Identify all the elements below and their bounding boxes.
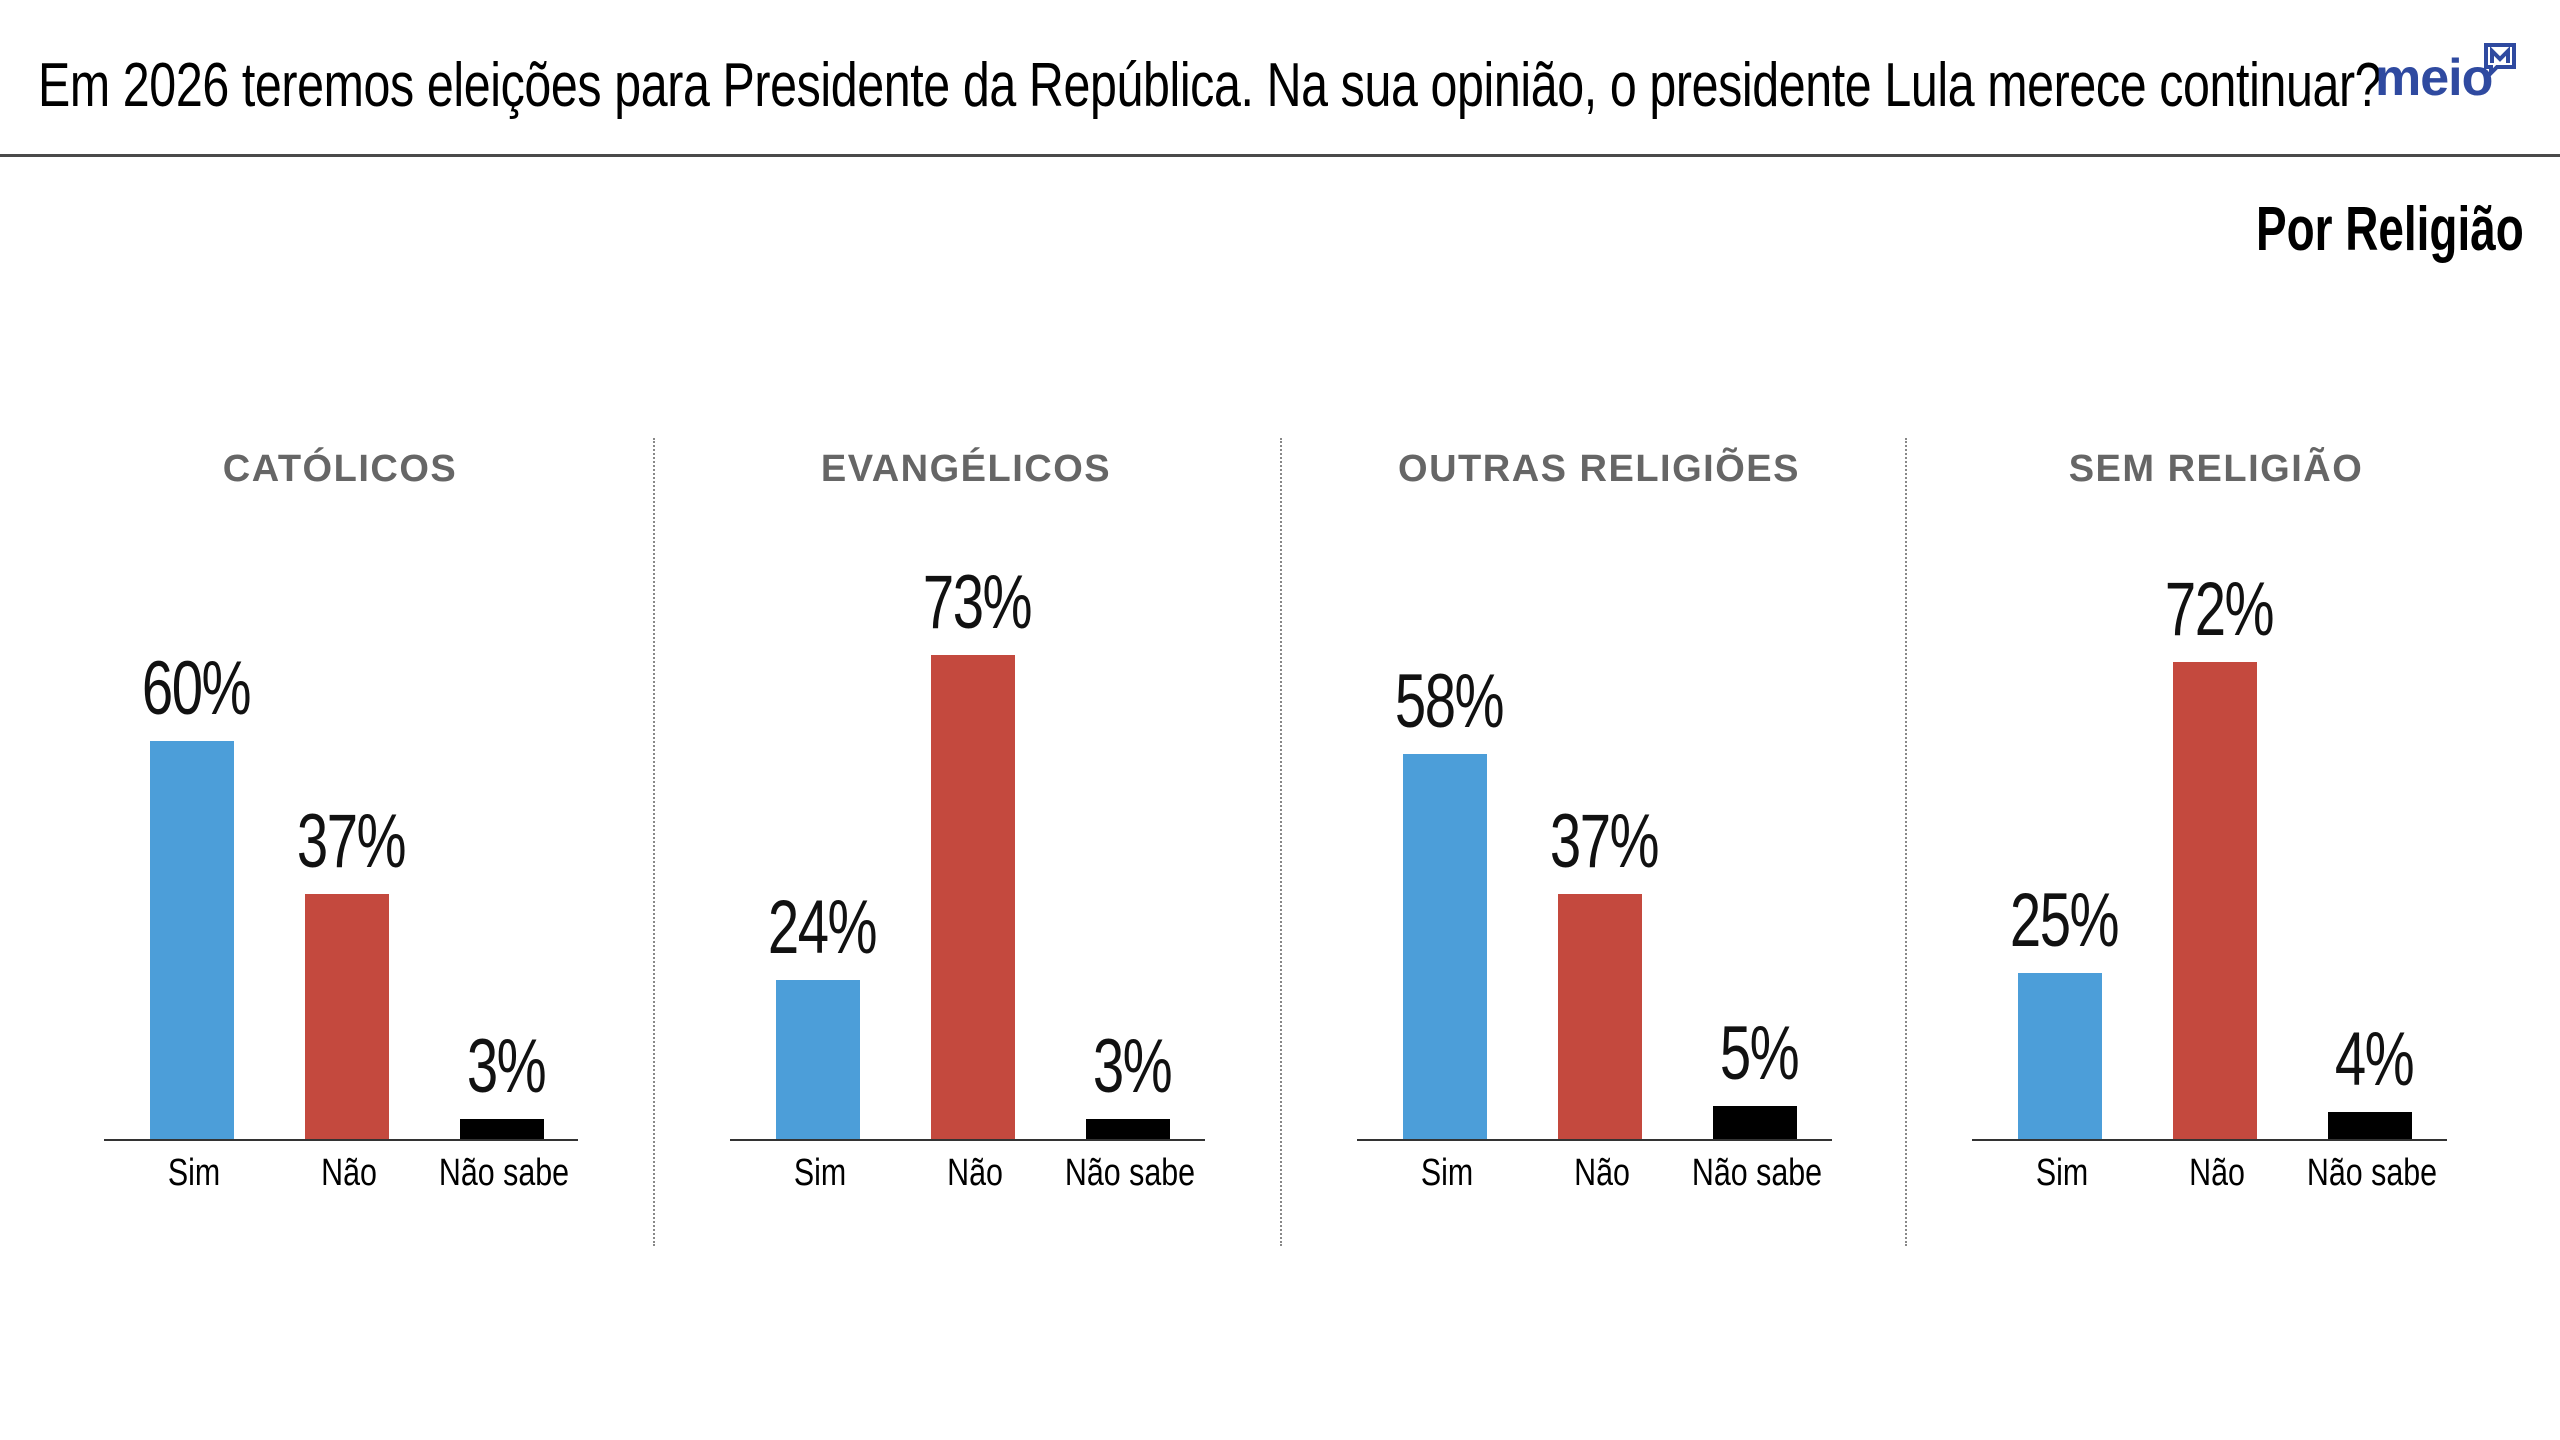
- panel-title: OUTRAS RELIGIÕES: [1398, 448, 1800, 490]
- category-label: Não sabe: [1691, 1152, 1823, 1194]
- panel-divider: [1905, 438, 1907, 1246]
- bar-sim: [1403, 754, 1487, 1139]
- panel-title: SEM RELIGIÃO: [2068, 448, 2364, 490]
- data-label: 3%: [1092, 1024, 1173, 1110]
- category-label: Sim: [793, 1152, 847, 1194]
- panel-title: EVANGÉLICOS: [820, 448, 1112, 490]
- x-axis-baseline: [1357, 1139, 1832, 1141]
- category-label: Não: [947, 1152, 1003, 1194]
- bar-nao: [305, 893, 389, 1139]
- data-label: 4%: [2334, 1017, 2415, 1103]
- data-label: 72%: [2164, 566, 2275, 652]
- category-label: Sim: [2035, 1152, 2089, 1194]
- bar-nao-sabe: [1086, 1119, 1170, 1139]
- x-axis-baseline: [730, 1139, 1205, 1141]
- data-label: 73%: [922, 560, 1033, 645]
- data-label: 60%: [141, 646, 252, 732]
- logo-text: meio: [2375, 49, 2493, 107]
- panel-title: CATÓLICOS: [222, 448, 458, 490]
- bar-nao-sabe: [2328, 1112, 2412, 1139]
- bar-sim: [776, 979, 860, 1139]
- bar-nao: [1558, 893, 1642, 1139]
- category-label: Não: [1574, 1152, 1630, 1194]
- meio-logo: meio: [2375, 40, 2525, 110]
- bar-sim: [2018, 973, 2102, 1139]
- chart-subtitle: Por Religião: [2256, 195, 2524, 264]
- data-label: 37%: [296, 798, 407, 884]
- header-divider: [0, 154, 2560, 157]
- bar-nao: [931, 655, 1015, 1139]
- data-label: 5%: [1719, 1010, 1800, 1096]
- bar-sim: [150, 741, 234, 1139]
- speech-bubble-m-icon: [2484, 43, 2516, 78]
- bar-nao-sabe: [1713, 1105, 1797, 1139]
- category-label: Sim: [167, 1152, 221, 1194]
- bar-nao: [2173, 661, 2257, 1139]
- category-label: Sim: [1420, 1152, 1474, 1194]
- category-label: Não: [2189, 1152, 2245, 1194]
- bar-nao-sabe: [460, 1119, 544, 1139]
- category-label: Não sabe: [2306, 1152, 2438, 1194]
- data-label: 37%: [1549, 798, 1660, 884]
- category-label: Não: [321, 1152, 377, 1194]
- data-label: 25%: [2009, 878, 2120, 964]
- page-title: Em 2026 teremos eleições para Presidente…: [38, 51, 2382, 120]
- data-label: 58%: [1394, 659, 1505, 745]
- x-axis-baseline: [104, 1139, 578, 1141]
- category-label: Não sabe: [438, 1152, 570, 1194]
- category-label: Não sabe: [1064, 1152, 1196, 1194]
- panel-divider: [653, 438, 655, 1246]
- panel-divider: [1280, 438, 1282, 1246]
- data-label: 24%: [767, 884, 878, 970]
- data-label: 3%: [466, 1024, 547, 1110]
- x-axis-baseline: [1972, 1139, 2447, 1141]
